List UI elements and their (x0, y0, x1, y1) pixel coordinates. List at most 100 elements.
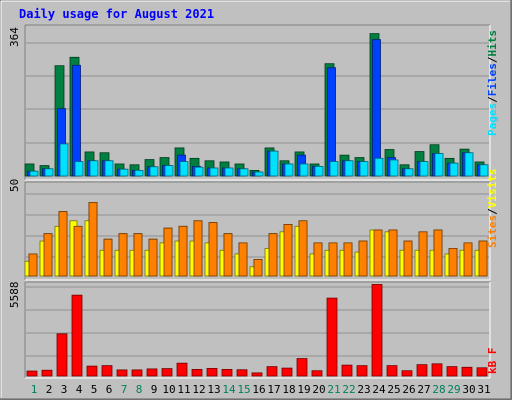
legend-sites: Sites (486, 215, 499, 248)
bar-kbytes-day-1 (26, 370, 38, 377)
bar-sites-front-day-11 (178, 225, 188, 277)
bar-kbytes-day-2 (41, 369, 53, 377)
bar-kbytes-day-24 (371, 284, 383, 377)
bar-sites-front-day-24 (373, 229, 383, 277)
bar-kbytes-day-6 (101, 365, 113, 377)
panel-kbytes (24, 281, 491, 379)
bar-kbytes-day-30 (461, 366, 473, 377)
bar-sites-front-day-15 (238, 242, 248, 277)
bar-kbytes-day-16 (251, 372, 263, 377)
bar-sites-front-day-30 (463, 242, 473, 277)
bar-pages-day-27 (419, 161, 429, 177)
bar-pages-day-20 (314, 165, 324, 177)
day-label-17: 17 (267, 383, 280, 396)
day-label-21: 21 (327, 383, 340, 396)
bar-sites-front-day-19 (298, 220, 308, 277)
bar-kbytes-day-21 (326, 297, 338, 377)
bar-kbytes-day-13 (206, 368, 218, 377)
day-label-29: 29 (447, 383, 460, 396)
day-label-23: 23 (357, 383, 370, 396)
panel-hits-files-pages (24, 24, 491, 181)
day-label-4: 4 (76, 383, 83, 396)
legend-sep-3: / (486, 208, 499, 215)
bar-kbytes-day-25 (386, 365, 398, 377)
bar-sites-front-day-31 (478, 240, 488, 277)
day-label-19: 19 (297, 383, 310, 396)
ymax-label-hits: 364 (8, 27, 21, 47)
day-label-14: 14 (222, 383, 236, 396)
ymax-label-kbytes: 5588 (8, 282, 21, 309)
legend-sep-1: / (486, 96, 499, 103)
bar-sites-front-day-5 (88, 201, 98, 277)
bar-kbytes-day-8 (131, 369, 143, 377)
panel-visits-sites (24, 181, 491, 281)
bar-sites-front-day-20 (313, 242, 323, 277)
day-label-26: 26 (402, 383, 415, 396)
legend-visits: Visits (486, 169, 499, 209)
day-label-1: 1 (31, 383, 38, 396)
bar-kbytes-day-22 (341, 364, 353, 377)
bar-sites-front-day-7 (118, 233, 128, 277)
bar-files-day-21 (327, 67, 336, 177)
bar-kbytes-day-17 (266, 366, 278, 377)
bar-kbytes-day-7 (116, 369, 128, 377)
day-label-12: 12 (192, 383, 205, 396)
legend-files: Files (486, 63, 499, 96)
day-label-16: 16 (252, 383, 265, 396)
bar-pages-day-9 (149, 166, 159, 177)
bar-sites-front-day-8 (133, 233, 143, 277)
bar-kbytes-day-31 (476, 367, 488, 377)
bar-sites-front-day-29 (448, 247, 458, 277)
day-label-25: 25 (387, 383, 400, 396)
bar-pages-day-8 (134, 169, 144, 177)
bar-pages-day-10 (164, 165, 174, 177)
bar-pages-day-4 (74, 161, 84, 177)
bar-pages-day-24 (374, 157, 384, 177)
bar-files-day-24 (372, 39, 381, 177)
bar-pages-day-25 (389, 159, 399, 177)
bar-sites-front-day-3 (58, 211, 68, 277)
day-label-8: 8 (136, 383, 143, 396)
bar-sites-front-day-27 (418, 231, 428, 277)
bar-sites-front-day-28 (433, 229, 443, 277)
day-label-28: 28 (432, 383, 445, 396)
bar-pages-day-6 (104, 160, 114, 177)
day-label-2: 2 (46, 383, 53, 396)
bar-sites-front-day-12 (193, 220, 203, 277)
bar-kbytes-day-11 (176, 362, 188, 377)
bar-pages-day-12 (194, 166, 204, 177)
day-label-11: 11 (177, 383, 190, 396)
legend-kbytes: kB F (486, 348, 499, 375)
bar-sites-front-day-10 (163, 227, 173, 277)
bar-pages-day-21 (329, 161, 339, 177)
bar-pages-day-11 (179, 161, 189, 177)
bar-pages-day-18 (284, 163, 294, 177)
day-label-20: 20 (312, 383, 325, 396)
legend-sep-2: / (486, 56, 499, 63)
bar-pages-day-3 (59, 143, 69, 177)
bar-sites-front-day-9 (148, 238, 158, 277)
day-labels: 1 2 3 4 5 6 7 8 9 10 11 12 13 14 15 16 17 18 19 20 21 22 23 24 2… (31, 383, 491, 396)
bar-kbytes-day-15 (236, 369, 248, 377)
chart-title: Daily usage for August 2021 (19, 7, 214, 21)
day-label-13: 13 (207, 383, 220, 396)
bar-kbytes-day-23 (356, 365, 368, 377)
bar-sites-front-day-2 (43, 233, 53, 277)
bar-pages-day-22 (344, 160, 354, 177)
bar-pages-day-13 (209, 167, 219, 177)
bar-sites-front-day-26 (403, 240, 413, 277)
bar-kbytes-day-12 (191, 369, 203, 377)
day-label-15: 15 (237, 383, 250, 396)
bar-kbytes-day-9 (146, 368, 158, 377)
bar-kbytes-day-14 (221, 369, 233, 377)
day-label-31: 31 (477, 383, 490, 396)
bar-kbytes-day-26 (401, 370, 413, 377)
bar-sites-front-day-4 (73, 225, 83, 277)
bar-sites-front-day-13 (208, 222, 218, 277)
bar-pages-day-30 (464, 152, 474, 177)
bar-sites-front-day-22 (343, 242, 353, 277)
legend-hits: Hits (486, 30, 499, 57)
bar-pages-day-28 (434, 153, 444, 177)
day-label-7: 7 (121, 383, 128, 396)
